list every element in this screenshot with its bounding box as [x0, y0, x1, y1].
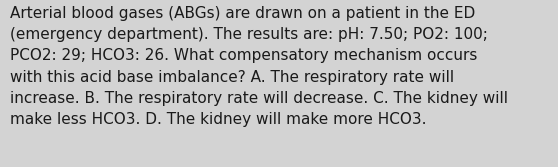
Text: Arterial blood gases (ABGs) are drawn on a patient in the ED
(emergency departme: Arterial blood gases (ABGs) are drawn on… — [10, 6, 508, 127]
